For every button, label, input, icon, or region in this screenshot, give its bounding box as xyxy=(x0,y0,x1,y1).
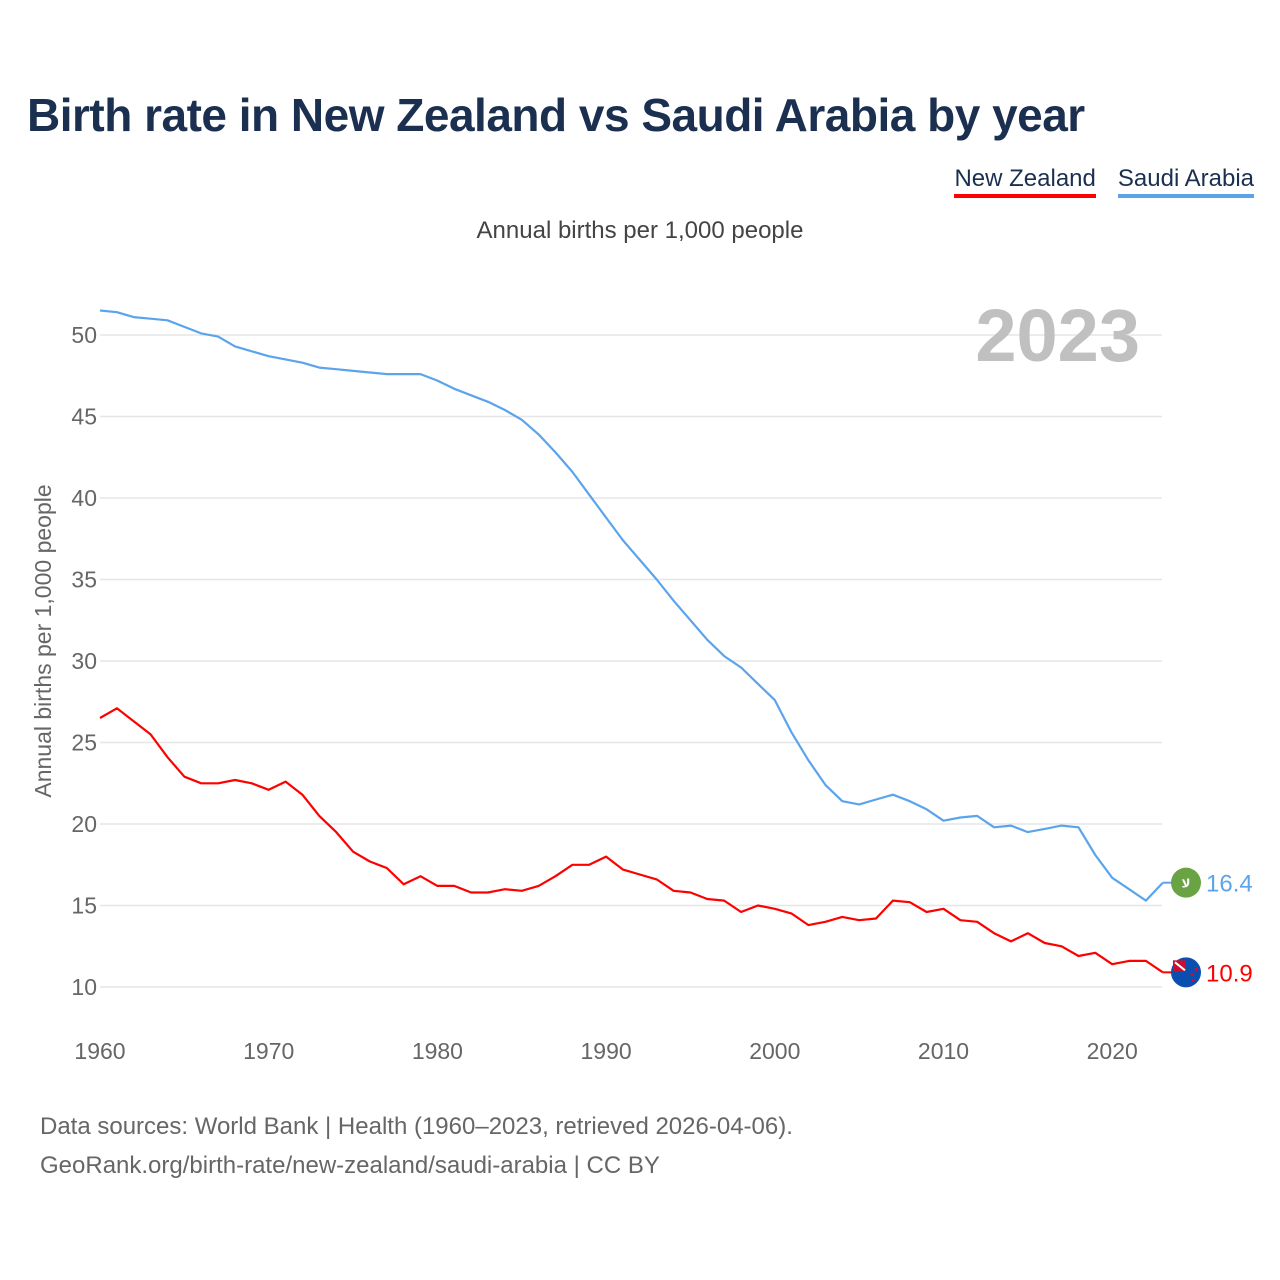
flag-background xyxy=(1171,867,1201,898)
end-value-label: 10.9 xyxy=(1206,960,1253,987)
y-axis-label: Annual births per 1,000 people xyxy=(30,484,56,797)
flag-star xyxy=(1190,972,1194,976)
y-tick-label: 10 xyxy=(71,974,97,1000)
chart-subtitle: Annual births per 1,000 people xyxy=(476,217,804,244)
saudi-arabia-flag-icon: لا xyxy=(1171,867,1201,898)
x-tick-label: 2010 xyxy=(918,1038,969,1064)
legend: New Zealand Saudi Arabia xyxy=(954,165,1254,198)
chart-title: Birth rate in New Zealand vs Saudi Arabi… xyxy=(27,89,1085,141)
x-tick-label: 1980 xyxy=(412,1038,463,1064)
y-tick-label: 30 xyxy=(71,648,97,674)
source-note: Data sources: World Bank | Health (1960–… xyxy=(40,1107,793,1185)
y-tick-label: 25 xyxy=(71,730,97,756)
y-tick-label: 50 xyxy=(71,322,97,348)
source-link[interactable]: GeoRank.org/birth-rate/new-zealand/saudi… xyxy=(40,1152,660,1179)
x-tick-label: 1960 xyxy=(74,1038,125,1064)
gridlines xyxy=(100,334,1162,988)
legend-item-saudi-arabia[interactable]: Saudi Arabia xyxy=(1117,165,1254,198)
y-tick-label: 35 xyxy=(71,567,97,593)
new-zealand-flag-icon xyxy=(1171,957,1201,988)
y-tick-label: 20 xyxy=(71,811,97,837)
year-watermark: 2023 xyxy=(975,294,1140,377)
flag-script: لا xyxy=(1182,877,1191,891)
flag-star xyxy=(1191,978,1195,982)
x-tick-label: 1990 xyxy=(581,1038,632,1064)
series-line-saudi-arabia xyxy=(99,309,1164,902)
source-line: Data sources: World Bank | Health (1960–… xyxy=(40,1113,793,1140)
x-tick-label: 1970 xyxy=(243,1038,294,1064)
x-tick-label: 2000 xyxy=(749,1038,800,1064)
y-tick-label: 40 xyxy=(71,485,97,511)
legend-item-new-zealand[interactable]: New Zealand xyxy=(954,165,1096,198)
x-tick-label: 2020 xyxy=(1087,1038,1138,1064)
flag-star xyxy=(1194,967,1198,971)
end-value-label: 16.4 xyxy=(1206,871,1253,898)
y-tick-label: 15 xyxy=(71,893,97,919)
y-tick-label: 45 xyxy=(71,404,97,430)
flag-cross xyxy=(1174,961,1186,972)
series-line-new-zealand xyxy=(99,707,1164,974)
